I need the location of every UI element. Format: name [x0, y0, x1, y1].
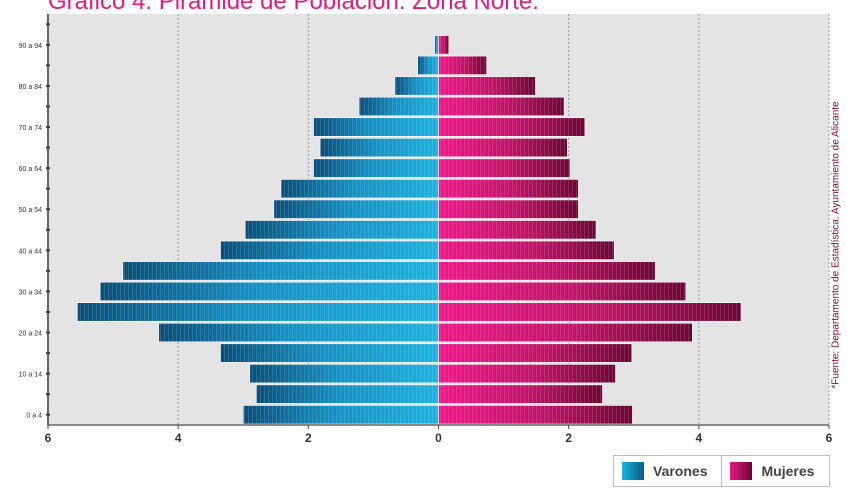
y-tick-label: 20 a 24 [19, 331, 42, 338]
bar-varones-texture-9 [245, 220, 439, 240]
bar-varones-texture-4 [158, 323, 439, 342]
legend-swatch-varones [622, 462, 644, 480]
bars [76, 35, 742, 425]
x-tick-label: 2 [565, 431, 572, 445]
legend-label-mujeres: Mujeres [761, 463, 815, 479]
y-tick-label: 40 a 44 [19, 248, 42, 255]
bar-varones-texture-14 [313, 117, 439, 137]
bar-varones-texture-17 [417, 56, 439, 75]
y-tick-label: 10 a 14 [19, 372, 42, 379]
y-tick-label: 90 a 94 [19, 43, 42, 50]
bar-varones-texture-3 [220, 343, 439, 363]
bar-varones-texture-18 [434, 35, 439, 55]
x-tick-label: 4 [695, 431, 702, 445]
bar-varones-texture-8 [220, 241, 439, 260]
y-tick-label: 0 a 4 [26, 413, 42, 420]
y-tick-label: 70 a 74 [19, 125, 42, 132]
bar-mujeres-texture-15 [438, 97, 565, 116]
bar-mujeres-texture-1 [438, 384, 603, 404]
bar-mujeres-texture-5 [438, 302, 742, 322]
bar-mujeres-texture-2 [438, 364, 616, 383]
bar-mujeres-texture-7 [438, 261, 656, 281]
bar-mujeres-texture-18 [438, 35, 449, 55]
y-tick-label: 60 a 64 [19, 166, 42, 173]
bar-varones-texture-13 [320, 138, 439, 157]
source-note: *Fuente: Departamento de Estadística. Ay… [830, 101, 842, 389]
bar-mujeres-texture-10 [438, 199, 579, 219]
x-tick-label: 6 [45, 431, 52, 445]
bar-varones-texture-15 [359, 97, 439, 116]
bar-varones-texture-6 [100, 282, 439, 301]
bar-mujeres-texture-3 [438, 343, 632, 363]
plot-background [48, 14, 829, 425]
x-tick-label: 2 [305, 431, 312, 445]
bar-varones-texture-2 [249, 364, 439, 383]
legend-label-varones: Varones [653, 463, 708, 479]
y-tick-label: 30 a 34 [19, 289, 42, 296]
legend-item-varones: Varones [622, 462, 707, 480]
grid-lines [177, 14, 830, 425]
x-tick-label: 4 [175, 431, 182, 445]
bar-varones-texture-5 [77, 302, 439, 322]
bar-mujeres-texture-17 [438, 56, 487, 75]
bar-mujeres-texture-6 [438, 282, 686, 301]
bar-mujeres-texture-11 [438, 179, 579, 198]
bar-mujeres-texture-8 [438, 241, 615, 260]
bar-varones-texture-0 [243, 405, 439, 424]
y-tick-label: 50 a 54 [19, 207, 42, 214]
bar-varones-texture-1 [256, 384, 439, 404]
legend: Varones Mujeres [613, 455, 830, 487]
bar-varones-texture-10 [273, 199, 439, 219]
bar-mujeres-texture-13 [438, 138, 568, 157]
axes: 0 a 4 10 a 14 20 a 24 30 a 34 40 a 44 50 a 54… [19, 14, 833, 445]
bar-varones-texture-11 [280, 179, 439, 198]
bar-mujeres-texture-16 [438, 76, 536, 96]
bar-mujeres-texture-0 [438, 405, 633, 424]
legend-divider [721, 456, 723, 486]
chart-title: Gráfico 4: Pirámide de Población. Zona N… [48, 0, 539, 15]
x-tick-label: 6 [826, 431, 833, 445]
legend-swatch-mujeres [730, 462, 753, 480]
bar-varones-texture-7 [122, 261, 439, 281]
bar-mujeres-texture-4 [438, 323, 693, 342]
bar-varones-texture-16 [394, 76, 439, 96]
bar-mujeres-texture-12 [438, 158, 570, 178]
y-tick-label: 80 a 84 [19, 84, 42, 91]
bar-mujeres-texture-9 [438, 220, 597, 240]
legend-item-mujeres: Mujeres [730, 462, 814, 480]
bar-varones-texture-12 [313, 158, 439, 178]
x-tick-label: 0 [435, 431, 442, 445]
bar-mujeres-texture-14 [438, 117, 585, 137]
